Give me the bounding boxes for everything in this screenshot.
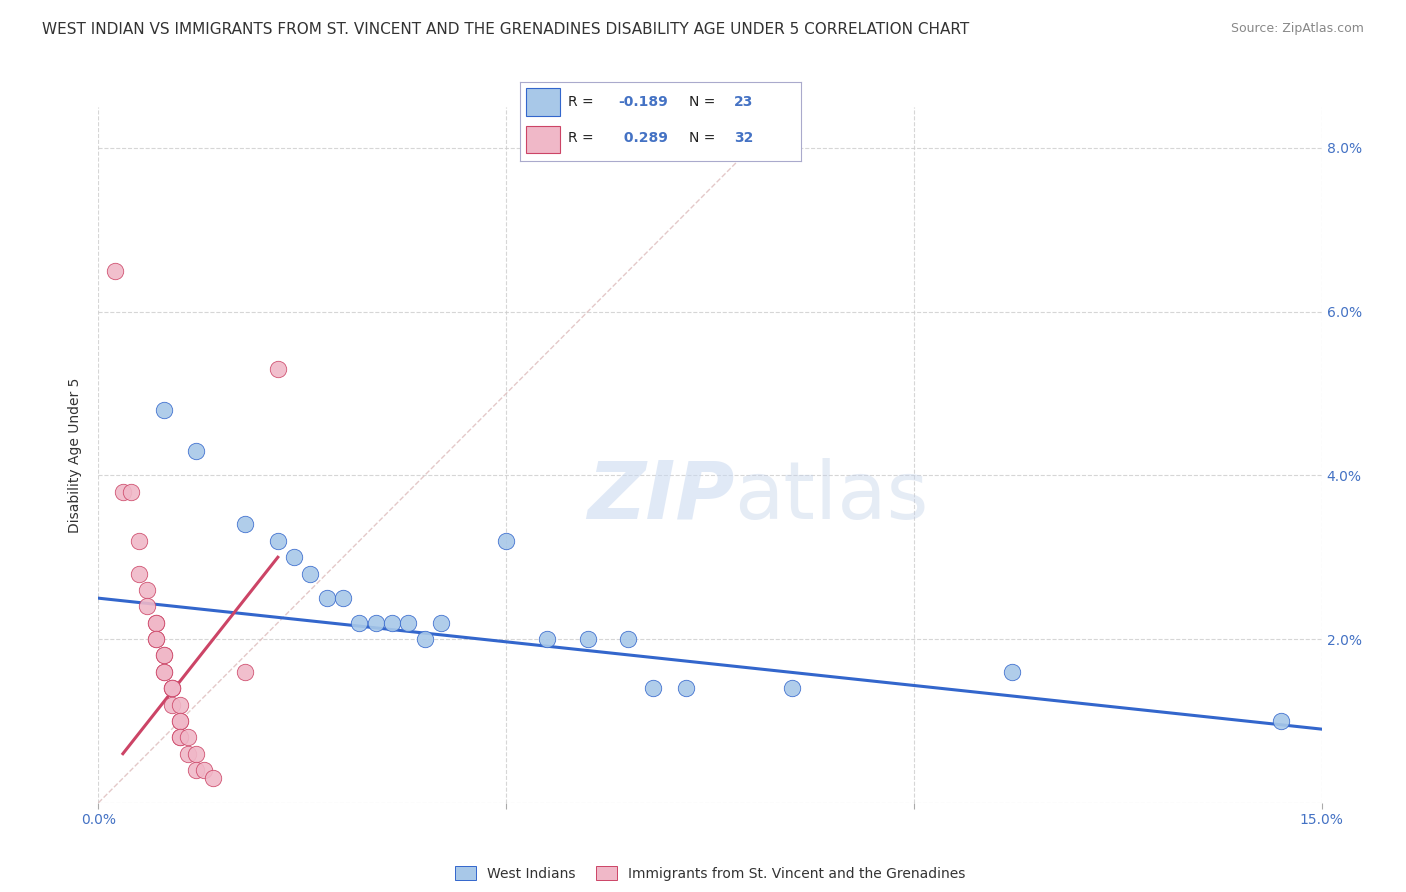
Legend: West Indians, Immigrants from St. Vincent and the Grenadines: West Indians, Immigrants from St. Vincen…: [449, 861, 972, 887]
Point: [1270, 714, 1292, 728]
Text: R =: R =: [568, 95, 598, 109]
Point: [128, 566, 150, 581]
Point: [145, 632, 167, 646]
FancyBboxPatch shape: [526, 126, 560, 153]
Text: N =: N =: [689, 95, 720, 109]
Text: Source: ZipAtlas.com: Source: ZipAtlas.com: [1230, 22, 1364, 36]
Point: [675, 681, 697, 696]
Point: [169, 731, 191, 745]
Point: [111, 484, 134, 499]
Point: [396, 615, 419, 630]
Point: [177, 731, 200, 745]
Point: [495, 533, 517, 548]
Point: [160, 698, 183, 712]
FancyBboxPatch shape: [526, 88, 560, 116]
Text: N =: N =: [689, 131, 720, 145]
Point: [186, 763, 208, 777]
Point: [576, 632, 599, 646]
Point: [169, 698, 191, 712]
Point: [152, 403, 174, 417]
Point: [267, 533, 290, 548]
Point: [186, 443, 208, 458]
Point: [315, 591, 337, 606]
Point: [145, 615, 167, 630]
Point: [152, 648, 174, 663]
Point: [136, 582, 159, 597]
Point: [120, 484, 142, 499]
Text: 0.289: 0.289: [619, 131, 668, 145]
Point: [169, 714, 191, 728]
Point: [780, 681, 803, 696]
Text: 23: 23: [734, 95, 754, 109]
Point: [152, 648, 174, 663]
Text: R =: R =: [568, 131, 598, 145]
Point: [283, 550, 305, 565]
Point: [160, 681, 183, 696]
Point: [332, 591, 354, 606]
Point: [169, 731, 191, 745]
Point: [430, 615, 453, 630]
Point: [145, 632, 167, 646]
Text: -0.189: -0.189: [619, 95, 668, 109]
Point: [299, 566, 322, 581]
Point: [364, 615, 387, 630]
Y-axis label: Disability Age Under 5: Disability Age Under 5: [69, 377, 83, 533]
Point: [641, 681, 664, 696]
Point: [233, 517, 256, 532]
Point: [169, 714, 191, 728]
Point: [413, 632, 436, 646]
Text: WEST INDIAN VS IMMIGRANTS FROM ST. VINCENT AND THE GRENADINES DISABILITY AGE UND: WEST INDIAN VS IMMIGRANTS FROM ST. VINCE…: [42, 22, 969, 37]
Point: [349, 615, 371, 630]
Point: [193, 763, 215, 777]
Point: [160, 681, 183, 696]
Point: [104, 264, 127, 278]
Point: [1001, 665, 1024, 679]
Point: [136, 599, 159, 614]
Point: [128, 533, 150, 548]
Point: [617, 632, 640, 646]
Text: ZIP: ZIP: [588, 458, 734, 536]
Point: [152, 665, 174, 679]
Point: [233, 665, 256, 679]
Point: [186, 747, 208, 761]
Text: 32: 32: [734, 131, 754, 145]
Point: [381, 615, 404, 630]
Point: [201, 771, 224, 785]
Point: [145, 615, 167, 630]
Text: atlas: atlas: [734, 458, 929, 536]
Point: [152, 665, 174, 679]
Point: [536, 632, 558, 646]
Point: [267, 362, 290, 376]
Point: [177, 747, 200, 761]
Point: [160, 681, 183, 696]
